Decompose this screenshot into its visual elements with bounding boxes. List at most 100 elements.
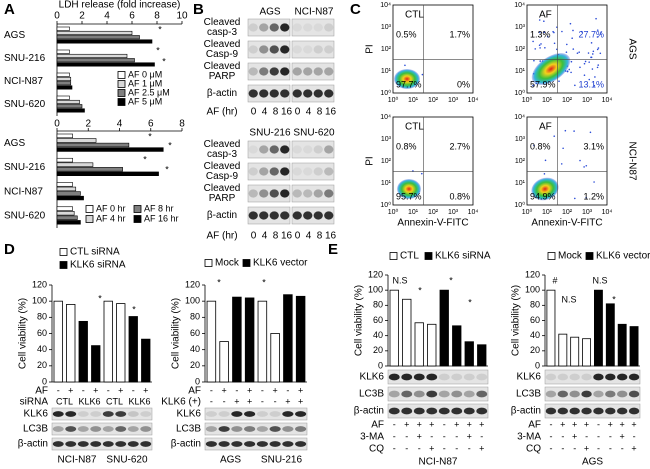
bar (56, 186, 77, 192)
blot-band (259, 45, 269, 54)
annotation: * (156, 45, 160, 55)
legend-label: KLK6 vector (596, 251, 650, 262)
blot (51, 437, 153, 451)
annotation: * (98, 293, 102, 303)
quadrant-value: 0.8% (396, 141, 417, 151)
lane-value: 0 (251, 107, 257, 118)
x-tick-label: 10³ (582, 97, 593, 104)
event-dot (595, 17, 597, 20)
blot-band (438, 390, 450, 398)
legend-label: KLK6 siRNA (435, 251, 491, 262)
legend-label: Mock (215, 258, 240, 269)
blot-band (616, 373, 628, 381)
condition-value: - (573, 443, 576, 453)
event-dot (599, 52, 602, 55)
blot-band (313, 211, 323, 220)
y-tick-label: 10² (515, 158, 526, 165)
blot (247, 62, 291, 81)
blot-band (259, 67, 269, 76)
condition-value: - (561, 443, 564, 453)
blot-label: KLK6 (24, 409, 49, 420)
blot-band (313, 89, 323, 98)
event-dot (572, 48, 575, 50)
blot-band (248, 167, 258, 176)
event-dot (600, 31, 602, 34)
blot (544, 369, 641, 385)
blot-band (280, 89, 290, 98)
condition-value: - (633, 431, 636, 441)
blot-band (140, 441, 152, 447)
blot-band (313, 189, 323, 198)
y-tick-label: 120 (525, 269, 540, 279)
condition-value: + (631, 419, 636, 429)
condition-value: - (405, 431, 408, 441)
condition-value: + (93, 385, 98, 395)
category-label: AGS (4, 138, 25, 149)
blot-band (324, 145, 334, 154)
blot-band (628, 390, 640, 398)
event-dot (596, 66, 599, 69)
lane-label: AF (hr) (206, 107, 237, 118)
y-tick-label: 40 (190, 344, 200, 354)
bar (66, 303, 76, 383)
blot (51, 407, 153, 421)
event-dot (534, 48, 537, 50)
y-tick-label: 10² (381, 46, 392, 53)
y-tick-label: 100 (368, 285, 383, 295)
blot-band (65, 426, 77, 432)
blot-band (313, 67, 323, 76)
bar (78, 320, 88, 383)
blot-band (413, 407, 425, 415)
blot-band (248, 211, 258, 220)
bar (56, 171, 159, 177)
plot-title: CTL (405, 10, 424, 21)
panel-label: D (4, 241, 15, 258)
blot-band (628, 373, 640, 381)
blot-band (65, 411, 77, 417)
event-dot (599, 33, 602, 35)
y-tick-label: 0 (535, 360, 540, 370)
x-axis-label: Annexin-V-FITC (531, 218, 602, 229)
condition-value: CTL (56, 396, 73, 406)
quadrant-value: 13.1% (578, 79, 604, 89)
panel-label: A (4, 1, 15, 18)
y-tick-label: 10² (381, 158, 392, 165)
blot-band (259, 189, 269, 198)
annotation: N.S (561, 294, 576, 304)
condition-value: KLK6 (128, 396, 150, 406)
blot-label: KLK6 (360, 372, 385, 383)
blot-band (231, 426, 243, 432)
event-dot (560, 163, 563, 165)
condition-value: - (468, 443, 471, 453)
blot-band (256, 441, 268, 447)
event-dot (538, 19, 541, 21)
blot-band (557, 390, 569, 398)
blot-band (248, 23, 258, 32)
blot-band (581, 390, 592, 398)
blot-band (426, 373, 438, 381)
bar (56, 138, 97, 143)
event-dot (583, 166, 585, 168)
blot-band (52, 426, 64, 432)
bar (56, 35, 140, 40)
condition-value: - (443, 443, 446, 453)
event-dot (539, 47, 541, 49)
event-dot (590, 42, 593, 44)
blot-label: KLK6 (177, 409, 202, 420)
quadrant-value: 3.1% (583, 141, 604, 151)
bar (56, 167, 123, 172)
blot-band (451, 390, 463, 398)
blot-band (140, 411, 152, 417)
group-label: AGS (259, 7, 280, 18)
condition-value: - (443, 431, 446, 441)
y-tick-label: 10³ (381, 24, 392, 31)
group-label: AGS (220, 455, 241, 466)
condition-value: - (455, 431, 458, 441)
condition-value: + (584, 419, 589, 429)
blot-band (413, 373, 425, 381)
blot (291, 62, 335, 81)
x-tick-label: 10⁴ (468, 209, 479, 216)
blot-label: β-actin (207, 210, 237, 221)
lane-value: 8 (273, 231, 279, 242)
bar (283, 294, 293, 383)
